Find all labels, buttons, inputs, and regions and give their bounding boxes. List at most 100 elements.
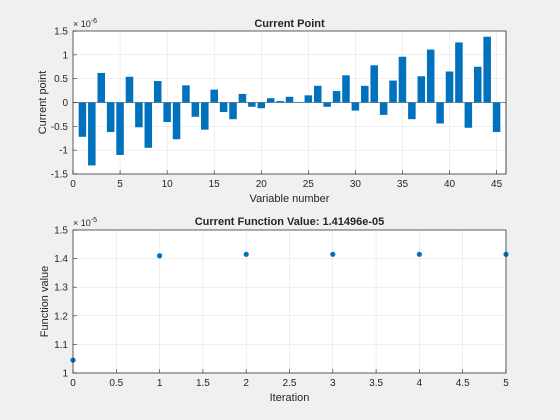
y-axis-exponent: × 10-6 — [73, 18, 97, 29]
x-tick-label: 30 — [350, 179, 362, 190]
bar — [398, 56, 407, 103]
bar — [426, 49, 435, 103]
x-tick-label: 5 — [117, 179, 123, 190]
x-ticks: 0 5 10 15 20 25 30 35 40 45 — [70, 170, 503, 190]
bar — [144, 102, 153, 148]
y-axis-exponent: × 10-5 — [73, 217, 97, 228]
points — [70, 251, 509, 363]
bar — [445, 71, 454, 103]
data-point — [330, 251, 336, 257]
bar — [361, 85, 369, 103]
y-axis-exponent-power: -6 — [91, 18, 97, 25]
x-tick-label: 4.5 — [456, 378, 470, 389]
bar — [210, 89, 218, 103]
y-tick-label: 1.2 — [54, 311, 68, 322]
y-axis-label: Current point — [37, 71, 49, 135]
y-tick-label: 0.5 — [54, 74, 68, 85]
x-tick-label: 45 — [491, 179, 503, 190]
bar — [266, 98, 275, 103]
x-tick-label: 2.5 — [283, 378, 297, 389]
x-tick-label: 0.5 — [109, 378, 123, 389]
bar — [417, 76, 426, 103]
bar — [408, 102, 416, 120]
bar — [116, 102, 124, 155]
y-ticks: 1 1.1 1.2 1.3 1.4 1.5 — [54, 226, 77, 380]
x-tick-label: 3.5 — [369, 378, 383, 389]
bar — [473, 66, 482, 103]
bar — [125, 76, 134, 103]
bar — [313, 85, 322, 103]
y-tick-label: 0 — [62, 98, 68, 109]
x-tick-label: 5 — [503, 378, 509, 389]
bar — [257, 102, 266, 109]
x-axis-label: Iteration — [270, 392, 310, 404]
x-tick-label: 40 — [444, 179, 456, 190]
bar — [135, 102, 143, 128]
y-tick-label: 1 — [62, 369, 68, 380]
chart-title: Current Point — [254, 18, 325, 30]
bar — [88, 102, 96, 166]
bar — [106, 102, 115, 133]
y-tick-label: 1.4 — [54, 254, 68, 265]
bar — [351, 102, 360, 111]
y-axis-exponent-power: -5 — [91, 217, 97, 224]
data-point — [157, 253, 163, 259]
bar — [248, 102, 256, 107]
x-tick-label: 35 — [397, 179, 409, 190]
bar — [332, 91, 341, 103]
axes-frame — [72, 30, 507, 175]
y-tick-label: -1.5 — [51, 170, 69, 181]
bar — [153, 81, 162, 103]
x-tick-label: 2 — [243, 378, 249, 389]
y-axis-label: Function value — [39, 266, 51, 338]
y-tick-label: 1 — [62, 50, 68, 61]
bar — [172, 102, 181, 140]
bar — [229, 102, 237, 120]
bar — [455, 42, 463, 103]
y-tick-label: 1.3 — [54, 283, 68, 294]
y-tick-label: -0.5 — [51, 122, 69, 133]
bar — [78, 102, 87, 137]
bar — [379, 102, 388, 115]
bar — [370, 65, 378, 103]
x-tick-label: 15 — [209, 179, 221, 190]
x-tick-label: 4 — [417, 378, 423, 389]
bar — [97, 72, 106, 103]
x-tick-label: 1 — [157, 378, 163, 389]
x-tick-label: 10 — [162, 179, 174, 190]
bar — [219, 102, 228, 113]
x-axis-label: Variable number — [250, 193, 330, 205]
bar — [182, 85, 190, 103]
bar — [436, 102, 444, 124]
data-point — [243, 251, 249, 257]
bar — [464, 102, 473, 128]
bar — [163, 102, 171, 123]
x-tick-label: 0 — [70, 378, 76, 389]
x-tick-label: 0 — [70, 179, 76, 190]
axes-frame — [72, 229, 507, 374]
y-tick-label: 1.1 — [54, 340, 68, 351]
bar — [492, 102, 501, 133]
bars — [78, 36, 501, 166]
bar — [285, 96, 294, 103]
bar — [323, 102, 331, 107]
y-tick-label: -1 — [59, 146, 68, 157]
y-tick-label: 1.5 — [54, 27, 68, 38]
x-ticks: 0 0.5 1 1.5 2 2.5 3 3.5 4 4.5 5 — [70, 369, 509, 389]
bar — [342, 75, 350, 103]
bar — [276, 101, 284, 103]
bar — [191, 102, 200, 117]
bar — [201, 102, 209, 130]
chart-title: Current Function Value: 1.41496e-05 — [195, 216, 385, 228]
data-point — [416, 251, 422, 257]
function-value-chart: 0 0.5 1 1.5 2 2.5 3 3.5 4 4.5 5 1 1.1 1.2 1.3 1.4 1.5 C… — [39, 216, 509, 404]
current-point-chart: 0 5 10 15 20 25 30 35 40 45 -1.5 -1 -0.5 0 0.5 1 1.5 Cu… — [37, 18, 507, 205]
x-tick-label: 1.5 — [196, 378, 210, 389]
y-tick-label: 1.5 — [54, 226, 68, 237]
bar — [483, 36, 491, 103]
x-tick-label: 3 — [330, 378, 336, 389]
x-tick-label: 25 — [303, 179, 315, 190]
bar — [238, 93, 247, 103]
bar — [389, 80, 397, 103]
